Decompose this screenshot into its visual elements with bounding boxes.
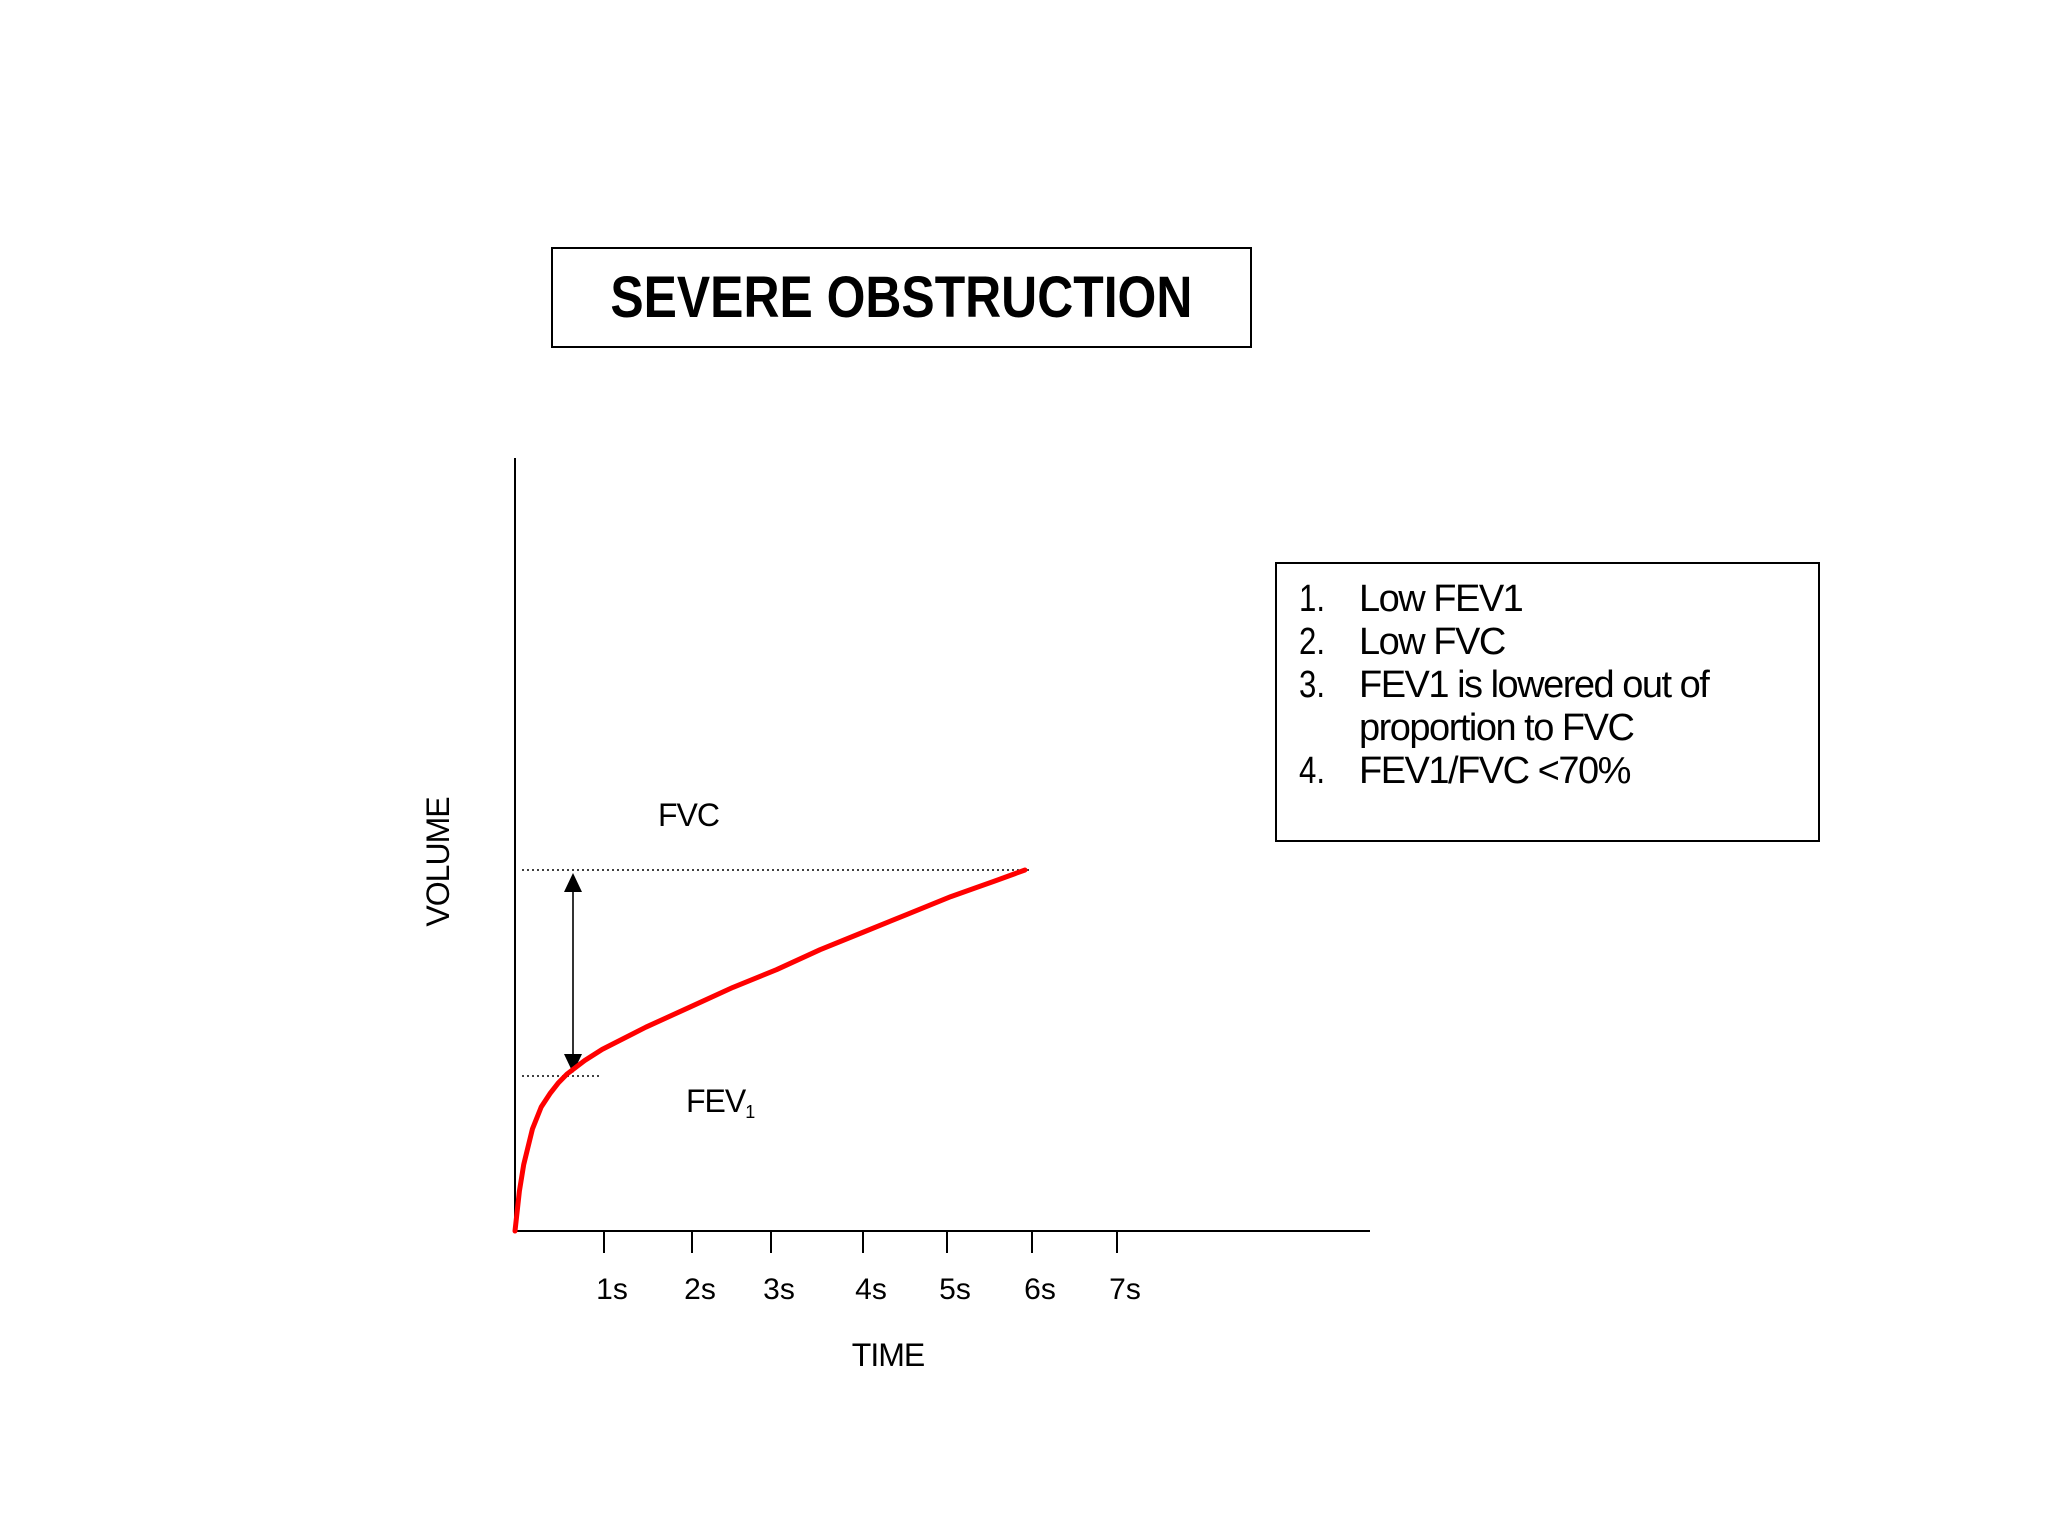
x-tick-label: 5s — [939, 1273, 971, 1306]
x-tick-label: 7s — [1109, 1273, 1141, 1306]
criteria-number: 2. — [1299, 621, 1325, 663]
x-axis-label: TIME — [852, 1337, 924, 1373]
x-tick-label: 1s — [596, 1273, 628, 1306]
volume-curve — [512, 867, 1028, 1234]
criteria-item: 2. Low FVC — [1299, 621, 1818, 664]
x-tick-label: 6s — [1024, 1273, 1056, 1306]
title-box: SEVERE OBSTRUCTION — [551, 247, 1252, 348]
criteria-list: 1. Low FEV1 2. Low FVC 3. FEV1 is lowered out… — [1299, 578, 1818, 793]
fev1-label: FEV1 — [686, 1083, 755, 1122]
criteria-text: Low FVC — [1359, 621, 1506, 663]
fev1-label-main: FEV — [686, 1083, 747, 1119]
fvc-label: FVC — [658, 797, 719, 833]
criteria-number: 1. — [1299, 578, 1325, 620]
criteria-number: 4. — [1299, 750, 1325, 792]
criteria-item: 4. FEV1/FVC <70% — [1299, 750, 1818, 793]
chart-title: SEVERE OBSTRUCTION — [610, 265, 1193, 330]
x-tick-label: 2s — [684, 1273, 716, 1306]
criteria-item: 3. FEV1 is lowered out of proportion to F… — [1299, 664, 1818, 750]
criteria-text: FEV1/FVC <70% — [1359, 750, 1631, 792]
x-tick-label: 3s — [763, 1273, 795, 1306]
x-tick-label: 4s — [855, 1273, 887, 1306]
criteria-text: Low FEV1 — [1359, 578, 1524, 620]
criteria-number: 3. — [1299, 664, 1325, 706]
criteria-item: 1. Low FEV1 — [1299, 578, 1818, 621]
y-axis-label: VOLUME — [420, 797, 456, 926]
criteria-box: 1. Low FEV1 2. Low FVC 3. FEV1 is lowered out… — [1275, 562, 1820, 842]
fev1-label-subscript: 1 — [745, 1102, 755, 1122]
arrow-head-up — [564, 873, 582, 892]
arrow-head-down — [564, 1054, 582, 1073]
criteria-text: FEV1 is lowered out of proportion to FVC — [1359, 664, 1710, 749]
